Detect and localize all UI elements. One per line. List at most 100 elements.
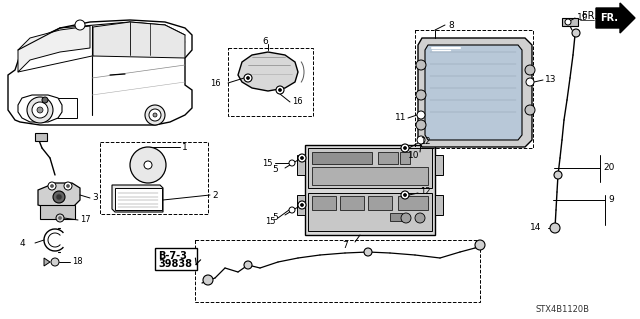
Text: 5: 5 (272, 166, 278, 174)
Circle shape (56, 194, 62, 200)
Circle shape (301, 204, 303, 206)
Bar (308, 193, 432, 231)
Circle shape (48, 182, 56, 190)
Text: 20: 20 (603, 164, 614, 173)
Circle shape (403, 146, 406, 150)
Bar (312, 196, 336, 210)
Circle shape (554, 171, 562, 179)
Text: 8: 8 (448, 20, 454, 29)
Text: 13: 13 (545, 76, 557, 85)
Bar (435, 195, 443, 215)
Circle shape (525, 105, 535, 115)
Circle shape (526, 78, 534, 86)
Circle shape (56, 214, 64, 222)
Text: 15: 15 (262, 159, 273, 167)
Polygon shape (18, 26, 90, 72)
Circle shape (51, 258, 59, 266)
Circle shape (364, 248, 372, 256)
Text: 2: 2 (212, 190, 218, 199)
Polygon shape (238, 52, 298, 91)
Text: 16: 16 (210, 78, 221, 87)
Bar (35, 133, 47, 141)
Circle shape (416, 60, 426, 70)
Bar (415, 30, 533, 148)
Circle shape (289, 160, 295, 166)
Bar (228, 48, 313, 116)
Bar (390, 213, 402, 221)
Circle shape (145, 105, 165, 125)
Circle shape (42, 97, 48, 103)
Circle shape (64, 182, 72, 190)
Text: 5: 5 (272, 213, 278, 222)
Bar (100, 142, 208, 214)
Text: 4: 4 (20, 239, 26, 248)
Circle shape (32, 102, 48, 118)
Circle shape (153, 113, 157, 117)
Text: B-7-3: B-7-3 (158, 251, 187, 261)
Polygon shape (418, 38, 532, 147)
Bar (312, 167, 428, 185)
Polygon shape (8, 20, 192, 125)
Circle shape (289, 207, 295, 213)
Bar (195, 240, 480, 302)
Circle shape (417, 136, 425, 144)
Text: 18: 18 (72, 257, 83, 266)
Bar (562, 18, 578, 26)
Circle shape (278, 88, 282, 92)
Text: 39838: 39838 (158, 259, 192, 269)
Circle shape (149, 109, 161, 121)
Polygon shape (115, 188, 162, 210)
Bar (312, 152, 372, 164)
Circle shape (403, 194, 406, 197)
Circle shape (416, 90, 426, 100)
Bar (368, 196, 392, 210)
Circle shape (401, 144, 409, 152)
Text: 7: 7 (342, 241, 348, 249)
Bar (400, 152, 410, 164)
Text: 10: 10 (408, 151, 419, 160)
Circle shape (130, 147, 166, 183)
Circle shape (417, 111, 425, 119)
Circle shape (67, 184, 70, 188)
Polygon shape (112, 185, 163, 212)
Circle shape (27, 97, 53, 123)
Circle shape (244, 261, 252, 269)
Circle shape (37, 107, 43, 113)
Text: 15: 15 (265, 217, 275, 226)
Circle shape (401, 213, 411, 223)
Bar (297, 195, 305, 215)
Circle shape (298, 201, 306, 209)
Text: 1: 1 (182, 143, 188, 152)
Text: FR.: FR. (582, 11, 597, 21)
Bar (398, 196, 428, 210)
Bar (305, 145, 435, 235)
Circle shape (298, 154, 306, 162)
Text: 12: 12 (420, 187, 431, 196)
Circle shape (401, 191, 409, 199)
Bar (40, 205, 75, 219)
Bar (435, 155, 443, 175)
Text: 16: 16 (292, 98, 303, 107)
Bar (340, 196, 364, 210)
Text: 19: 19 (577, 13, 589, 23)
Polygon shape (44, 258, 50, 266)
Circle shape (301, 157, 303, 160)
Circle shape (415, 213, 425, 223)
Bar (297, 155, 305, 175)
Text: 11: 11 (395, 114, 406, 122)
Text: STX4B1120B: STX4B1120B (535, 306, 589, 315)
Bar (308, 148, 432, 188)
Polygon shape (38, 183, 80, 210)
Text: 17: 17 (80, 216, 91, 225)
Bar (155, 248, 197, 270)
Circle shape (525, 65, 535, 75)
Text: 12: 12 (420, 137, 431, 145)
Circle shape (276, 86, 284, 94)
Circle shape (246, 77, 250, 79)
Circle shape (572, 29, 580, 37)
Circle shape (51, 184, 54, 188)
Circle shape (144, 161, 152, 169)
Bar (32, 98, 77, 118)
Circle shape (53, 191, 65, 203)
Text: 3: 3 (92, 194, 98, 203)
